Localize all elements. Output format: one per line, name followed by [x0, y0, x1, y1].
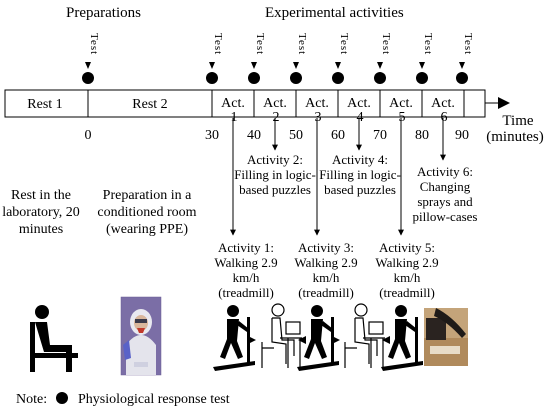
activity2-description: Activity 2: Filling in logic-based puzzl… [234, 152, 316, 197]
test-dot-icon [206, 72, 218, 84]
test-label: Test [338, 33, 350, 55]
timeline-bar [4, 89, 486, 118]
tick-label: 90 [455, 128, 469, 143]
arrow-left-icon [332, 336, 340, 344]
test-marker: Test [290, 33, 308, 84]
test-label: Test [462, 33, 474, 55]
time-arrow-icon [498, 97, 510, 109]
tick-label: 80 [415, 128, 429, 143]
tick-labels: 0 30 40 50 60 70 80 90 [85, 128, 470, 143]
test-dot-icon [374, 72, 386, 84]
test-label: Test [254, 33, 266, 55]
test-dot-icon [82, 72, 94, 84]
test-marker: Test [206, 33, 224, 84]
test-marker: Test [374, 33, 392, 84]
activity-box-label: Act. [431, 96, 455, 111]
bed-changing-photo [424, 308, 468, 366]
test-label: Test [212, 33, 224, 55]
activity-box-number: 5 [399, 110, 406, 125]
activity-box-number: 6 [441, 110, 448, 125]
tick-label: 0 [85, 128, 92, 143]
test-dot-icon [416, 72, 428, 84]
desk-worker-icon [344, 303, 385, 368]
test-label: Test [380, 33, 392, 55]
arrow-left-icon [248, 336, 256, 344]
activity-box-label: Act. [263, 96, 287, 111]
activity-box-number: 3 [315, 110, 322, 125]
test-dot-icon [456, 72, 468, 84]
header-preparations: Preparations [66, 5, 141, 21]
test-marker: Test [248, 33, 266, 84]
arrow-down-icon [459, 62, 465, 69]
rest-lab-description: Rest in the laboratory, 20 minutes [2, 188, 80, 237]
arrow-down-icon [377, 62, 383, 69]
treadmill-icon [381, 305, 423, 371]
test-marker: Test [82, 33, 100, 84]
activity4-description: Activity 4: Filling in logic-based puzzl… [319, 152, 401, 197]
activity-box-label: Act. [389, 96, 413, 111]
arrow-right-icon [298, 336, 306, 344]
arrow-down-icon [209, 62, 215, 69]
rest2-label: Rest 2 [132, 97, 167, 112]
tick-label: 70 [373, 128, 387, 143]
activity1-description: Activity 1: Walking 2.9 km/h (treadmill) [214, 240, 278, 300]
tick-label: 60 [331, 128, 345, 143]
test-markers: Test Test Test Test Test Test Test Test [82, 33, 474, 84]
test-marker: Test [332, 33, 350, 84]
activity3-description: Activity 3: Walking 2.9 km/h (treadmill) [294, 240, 358, 300]
arrow-right-icon [382, 336, 390, 344]
legend-dot-icon [56, 392, 68, 404]
header-experimental-activities: Experimental activities [265, 5, 404, 21]
test-dot-icon [290, 72, 302, 84]
test-label: Test [296, 33, 308, 55]
test-dot-icon [332, 72, 344, 84]
test-label: Test [88, 33, 100, 55]
tick-label: 30 [205, 128, 219, 143]
test-dot-icon [248, 72, 260, 84]
axis-title: Time [502, 113, 533, 129]
activity-box-label: Act. [347, 96, 371, 111]
activity6-description: Activity 6: Changing sprays and pillow-c… [412, 164, 478, 224]
tick-label: 40 [247, 128, 261, 143]
resting-person-icon [30, 305, 78, 372]
test-label: Test [422, 33, 434, 55]
activity5-description: Activity 5: Walking 2.9 km/h (treadmill) [375, 240, 439, 300]
test-marker: Test [456, 33, 474, 84]
tick-label: 50 [289, 128, 303, 143]
prep-room-description: Preparation in a conditioned room (weari… [97, 188, 197, 237]
activity-box-number: 1 [231, 110, 238, 125]
axis-unit: (minutes) [486, 129, 544, 145]
arrow-down-icon [419, 62, 425, 69]
test-marker: Test [416, 33, 434, 84]
desk-worker-icon [261, 303, 302, 368]
arrow-down-icon [251, 62, 257, 69]
note-text: Physiological response test [78, 392, 230, 407]
activity-box-number: 4 [357, 110, 364, 125]
activity-box-number: 2 [273, 110, 280, 125]
arrow-down-icon [293, 62, 299, 69]
arrow-down-icon [335, 62, 341, 69]
arrow-down-icon [85, 62, 91, 69]
activity-box-label: Act. [221, 96, 245, 111]
rest1-label: Rest 1 [27, 97, 62, 112]
ppe-worker-image [120, 296, 162, 376]
note-label: Note: [16, 392, 47, 407]
activity-box-label: Act. [305, 96, 329, 111]
